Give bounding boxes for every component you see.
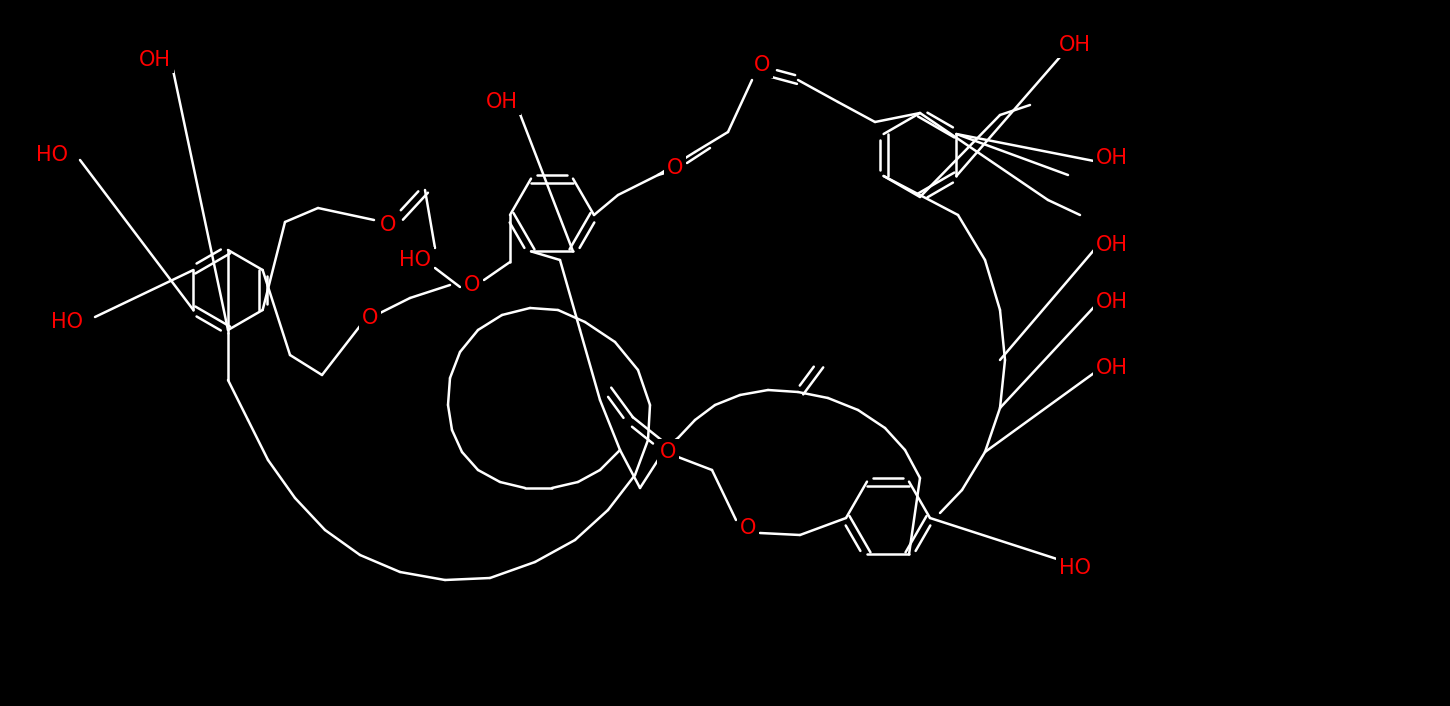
Text: OH: OH <box>1096 235 1128 255</box>
Text: HO: HO <box>1058 558 1090 578</box>
Text: O: O <box>464 275 480 295</box>
Text: OH: OH <box>1096 358 1128 378</box>
Text: OH: OH <box>1096 148 1128 168</box>
Text: OH: OH <box>139 50 171 70</box>
Text: OH: OH <box>1096 292 1128 312</box>
Text: O: O <box>380 215 396 235</box>
Text: O: O <box>754 55 770 75</box>
Text: O: O <box>667 158 683 178</box>
Text: HO: HO <box>36 145 68 165</box>
Text: O: O <box>740 518 757 538</box>
Text: HO: HO <box>399 250 431 270</box>
Text: OH: OH <box>486 92 518 112</box>
Text: O: O <box>660 442 676 462</box>
Text: HO: HO <box>51 312 83 332</box>
Text: O: O <box>362 308 378 328</box>
Text: O: O <box>380 215 396 235</box>
Text: OH: OH <box>1058 35 1090 55</box>
